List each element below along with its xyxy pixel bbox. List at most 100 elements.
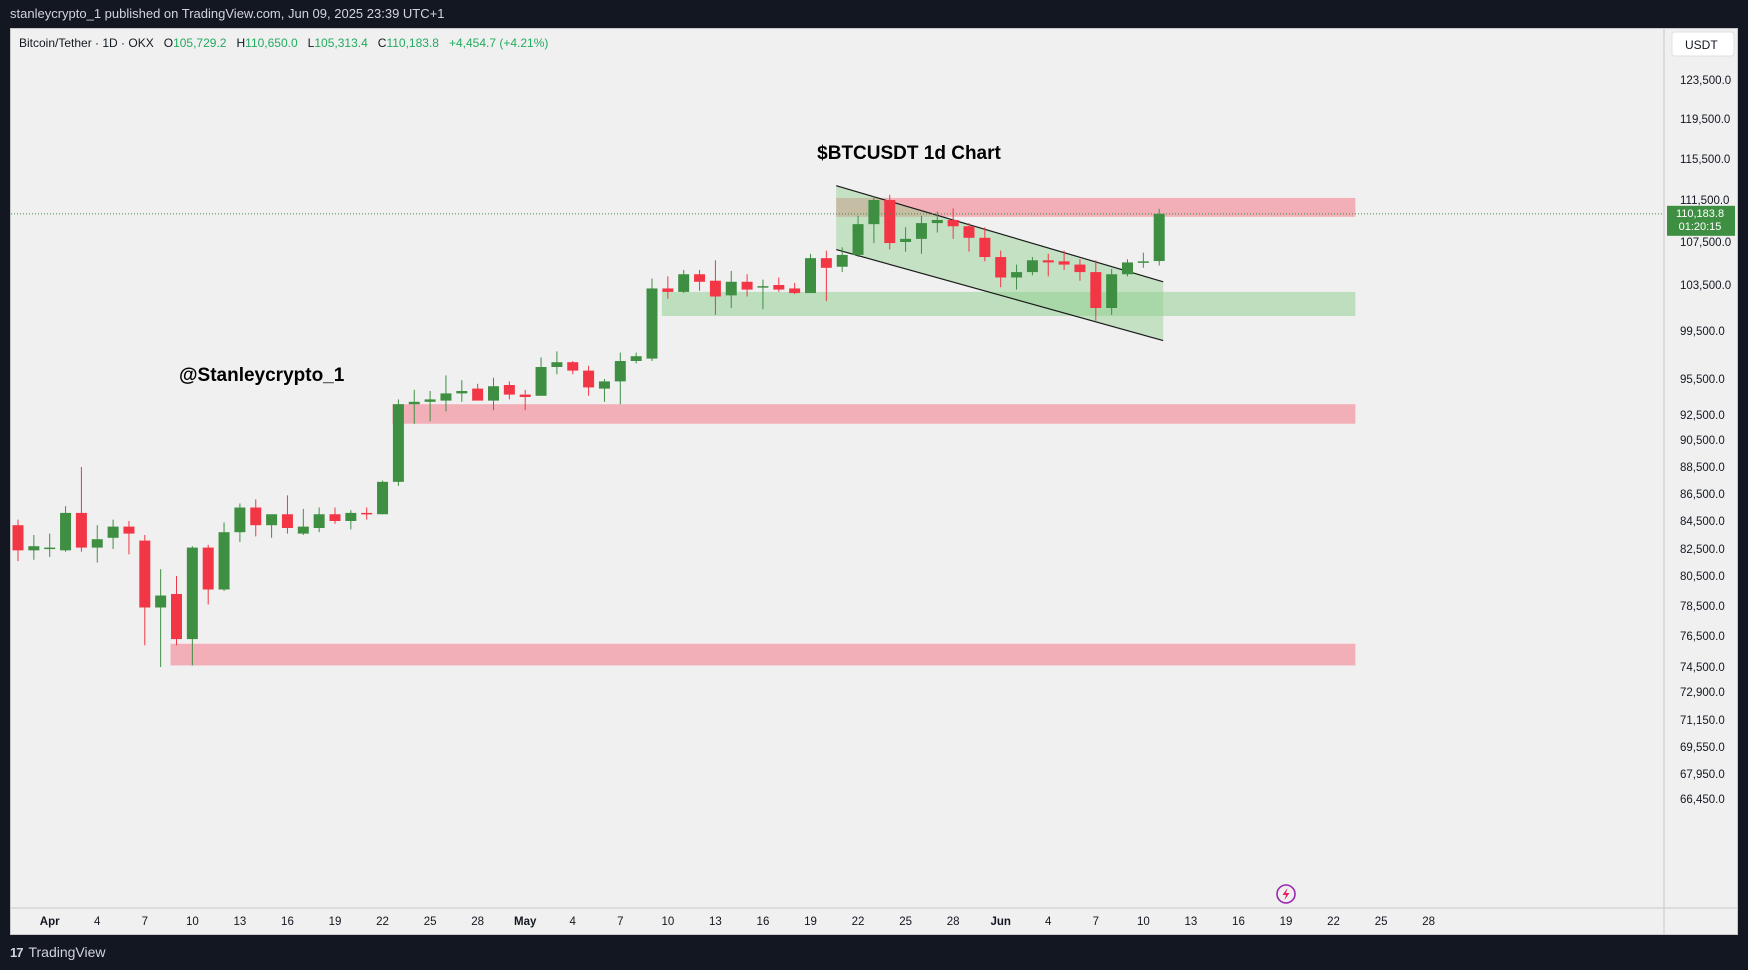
candle (1074, 259, 1086, 281)
candle (789, 282, 801, 295)
time-tick-label: Jun (990, 916, 1010, 928)
currency-box-bg (1671, 31, 1735, 57)
candle (725, 271, 737, 308)
price-tick-label: 66,450.0 (1680, 794, 1725, 806)
candle (741, 274, 753, 297)
currency-box[interactable]: USDT (1671, 31, 1735, 57)
candle-body (75, 512, 87, 548)
candle (900, 227, 912, 252)
candle (91, 525, 103, 563)
candle-body (1122, 262, 1133, 275)
candle (75, 467, 87, 552)
resistance-zone-0 (836, 197, 1356, 217)
time-tick-label: 25 (899, 916, 912, 928)
chart-canvas[interactable]: $BTCUSDT 1d Chart @Stanleycrypto_1 123,5… (11, 29, 1737, 934)
candle-body (266, 514, 278, 526)
footer-brand[interactable]: 17 TradingView (10, 944, 106, 960)
candle-body (995, 257, 1007, 278)
chart-frame[interactable]: $BTCUSDT 1d Chart @Stanleycrypto_1 123,5… (10, 28, 1738, 935)
candle-body (1058, 261, 1070, 265)
candle-body (884, 200, 896, 244)
candle-body (709, 280, 721, 297)
candle-body (28, 546, 40, 551)
candle (503, 381, 515, 400)
time-tick-label: 22 (852, 916, 865, 928)
candle-body (567, 362, 579, 371)
support-zone-1 (661, 291, 1356, 317)
resistance-zone-2 (392, 404, 1356, 424)
price-axis[interactable]: 123,500.0 119,500.0 115,500.0 111,500.0 107,… (1680, 75, 1731, 806)
candle-body (44, 547, 56, 550)
candle-body (313, 514, 325, 528)
candle-body (12, 525, 24, 551)
candle-body (757, 286, 769, 288)
candle-body (1074, 264, 1086, 273)
published-text: stanleycrypto_1 published on TradingView… (10, 6, 445, 21)
price-tick-label: 72,900.0 (1680, 687, 1725, 699)
candle-body (1137, 261, 1149, 263)
candle-body (773, 285, 785, 290)
candle-body (630, 356, 642, 361)
candle-body (1011, 272, 1023, 278)
legend-high: 110,650.0 (245, 36, 298, 50)
time-tick-label: 19 (804, 916, 817, 928)
time-tick-label: 16 (1232, 916, 1245, 928)
footer-brand-text: TradingView (28, 944, 106, 960)
candle (266, 514, 278, 538)
candle-body (551, 362, 563, 367)
price-tick-label: 90,500.0 (1680, 435, 1725, 447)
time-tick-label: 25 (424, 916, 437, 928)
candle-body (979, 237, 991, 258)
candle-body (915, 223, 927, 239)
candle (345, 510, 357, 530)
candle-body (107, 526, 119, 538)
candle (995, 250, 1007, 288)
candle-body (741, 281, 753, 290)
symbol-legend[interactable]: Bitcoin/Tether · 1D · OKX O105,729.2 H11… (19, 36, 548, 50)
channel-lower-line[interactable] (836, 248, 1164, 342)
time-tick-label: Apr (40, 916, 60, 928)
candle (488, 377, 499, 411)
candle (440, 375, 452, 412)
candle-body (408, 401, 420, 405)
time-tick-label: 28 (947, 916, 960, 928)
candle (931, 211, 943, 233)
time-tick-label: 16 (757, 916, 770, 928)
candle-body (725, 281, 737, 296)
price-tick-label: 119,500.0 (1680, 114, 1730, 126)
candle-body (345, 512, 357, 521)
candle (12, 519, 24, 562)
candle (1090, 260, 1102, 321)
price-tick-label: 69,550.0 (1680, 742, 1725, 754)
candle (1106, 268, 1118, 315)
candle (519, 389, 531, 411)
time-tick-label: 13 (1185, 916, 1198, 928)
candle-body (234, 507, 246, 533)
candle (598, 379, 610, 402)
lightning-icon[interactable] (1276, 884, 1296, 904)
candle (408, 389, 420, 424)
candle (218, 522, 230, 591)
time-tick-label: May (514, 916, 537, 928)
price-tick-label: 82,500.0 (1680, 544, 1725, 556)
candle-body (1026, 260, 1038, 273)
candle (361, 507, 373, 520)
candle-body (60, 512, 72, 551)
legend-close: 110,183.8 (386, 36, 439, 50)
chart-title: $BTCUSDT 1d Chart (817, 143, 1001, 164)
time-tick-label: 22 (1327, 916, 1340, 928)
last-price-tag-bg (1667, 205, 1735, 236)
time-tick-label: 7 (1093, 916, 1099, 928)
candle (678, 269, 690, 294)
candle-body (662, 288, 674, 292)
candle (1137, 252, 1149, 268)
candle-countdown: 01:20:15 (1679, 221, 1722, 233)
candle-body (218, 532, 230, 590)
candle (805, 253, 816, 294)
time-axis[interactable]: Apr 4 7 10 13 16 19 22 25 28 May 4 7 10 13 16 19 22 25 28 Ju… (40, 916, 1435, 928)
legend-symbol: Bitcoin/Tether · 1D · OKX (19, 36, 154, 50)
candle (377, 480, 389, 515)
candle-body (297, 526, 309, 534)
zones-layer (170, 197, 1356, 666)
price-tick-label: 78,500.0 (1680, 601, 1725, 613)
